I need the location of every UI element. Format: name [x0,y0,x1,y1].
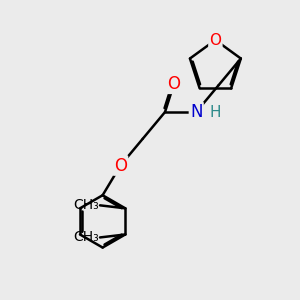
Text: H: H [210,104,221,119]
Text: CH₃: CH₃ [73,198,98,212]
Text: CH₃: CH₃ [73,230,98,244]
Text: O: O [114,157,127,175]
Text: O: O [209,32,221,47]
Text: O: O [167,75,181,93]
Text: N: N [190,103,203,121]
